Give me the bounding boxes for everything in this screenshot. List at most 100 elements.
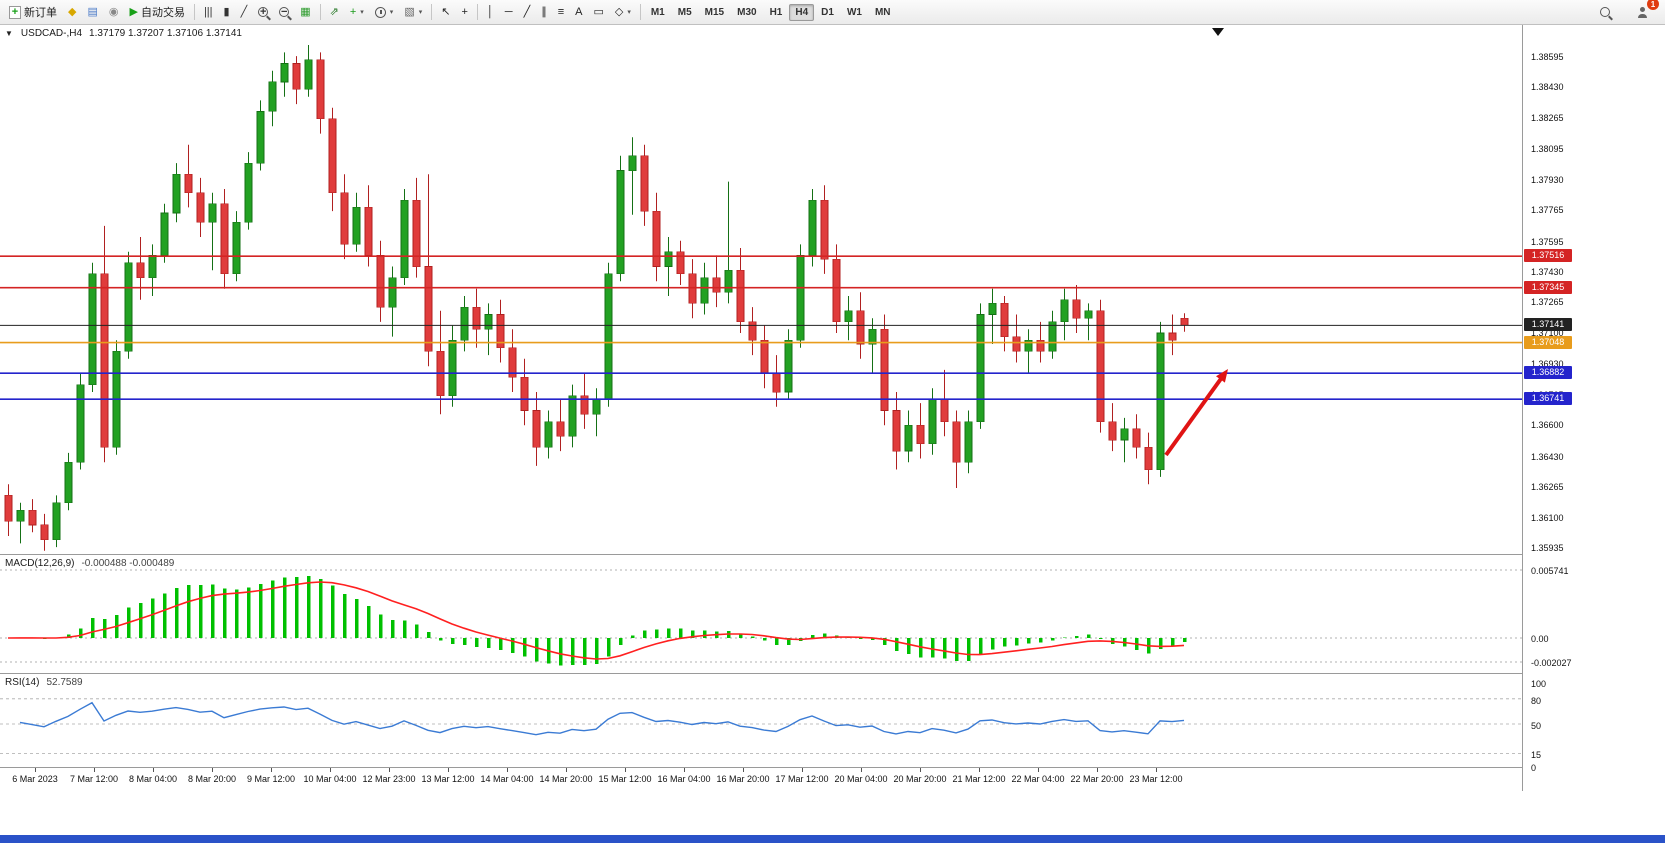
price-tick-label: 1.38595 [1531,52,1564,62]
price-tick-label: 1.38265 [1531,113,1564,123]
rsi-panel: RSI(14) 52.7589 [0,674,1522,768]
candle-down [916,424,925,445]
price-tick-label: 1.37595 [1531,237,1564,247]
add-indicator-button[interactable]: + ▾ [345,2,369,22]
chevron-down-icon[interactable]: ▾ [389,9,394,16]
account-button[interactable]: 1 [1632,0,1659,22]
candle-down [952,421,961,463]
trend-arrow-head[interactable] [1216,369,1228,383]
candle-down [424,266,433,352]
chart-window-button[interactable]: ▤ [82,2,102,22]
candle-down [364,207,373,256]
fibonacci-button[interactable]: ≡ [553,2,569,22]
crosshair-button[interactable]: + [456,2,472,22]
candle-up [568,395,577,437]
new-order-button-label: 新订单 [24,7,57,19]
bar-chart-icon: ||| [203,5,213,18]
timeframe-d1-button[interactable]: D1 [821,6,834,18]
timeframe-m15-button[interactable]: M15 [704,6,725,18]
timeframes-menu-button[interactable]: ▾ [370,2,399,22]
vertical-line-button[interactable]: │ [482,2,499,22]
rsi-header: RSI(14) 52.7589 [5,677,83,688]
toolbar-separator [431,4,433,20]
favorites-icon: ◆ [68,5,77,18]
candle-up [448,339,457,396]
timeframe-m1-button[interactable]: M1 [650,6,665,18]
cursor-button[interactable]: ↖ [436,2,455,22]
community-button[interactable]: ◉ [104,2,124,22]
algo-trading-button[interactable]: ▶ 自动交易 [124,2,189,22]
favorites-button[interactable]: ◆ [63,2,81,22]
candle-down [880,328,889,411]
search-button[interactable] [1595,2,1615,22]
candle-down [736,269,745,323]
channel-button[interactable]: ∥ [536,2,552,22]
candle-up [148,255,157,278]
chart-header: ▼ USDCAD-,H4 1.37179 1.37207 1.37106 1.3… [5,28,242,39]
timeframe-m5-button[interactable]: M5 [677,6,692,18]
candle-down [520,376,529,411]
rsi-value: 52.7589 [46,677,83,688]
price-tick-label: 1.37100 [1531,328,1564,338]
chevron-down-icon[interactable]: ▾ [360,9,364,16]
candle-up [124,262,133,352]
timeframe-w1-button[interactable]: W1 [846,6,862,18]
price-tick-label: 1.36265 [1531,482,1564,492]
bottom-accent-bar [0,835,1665,843]
candle-up [208,203,217,223]
time-tick [861,768,862,772]
chart-shift-marker[interactable] [1212,28,1224,36]
templates-button[interactable]: ▧ ▾ [399,2,427,22]
candle-up [1060,299,1069,323]
line-chart-button[interactable]: ╱ [236,2,253,22]
zoom-in-button[interactable]: + [253,2,273,22]
chart-ohlc-values: 1.37179 1.37207 1.37106 1.37141 [89,28,242,39]
time-label: 23 Mar 12:00 [1129,774,1183,784]
indicators-button[interactable]: ⇗ [325,2,344,22]
macd-chart-canvas[interactable] [0,555,1522,674]
price-axis[interactable]: 1.38595 1.38430 1.38265 1.38095 1.37930 1.377… [1523,25,1664,791]
trend-arrow-shaft[interactable] [1164,374,1225,457]
time-label: 13 Mar 12:00 [421,774,475,784]
support-line-2-badge: 1.36741 [1524,392,1572,405]
candle-up [388,277,397,308]
timeframe-m30-button[interactable]: M30 [737,6,757,18]
time-label: 9 Mar 12:00 [246,774,296,784]
shapes-button[interactable]: ◇ ▾ [610,2,636,22]
chevron-down-icon[interactable]: ▾ [418,9,423,16]
candle-up [256,111,265,164]
label-tool-button[interactable]: ▭ [588,2,608,22]
chevron-down-icon[interactable]: ▾ [627,9,631,16]
candle-down [772,373,781,393]
candle-down [1012,336,1021,352]
price-tick-label: 1.37765 [1531,205,1564,215]
timeframe-h1-button[interactable]: H1 [769,6,783,18]
pivot-line-badge: 1.37048 [1524,336,1572,349]
candle-down [640,155,649,212]
time-axis[interactable]: 6 Mar 2023 7 Mar 12:00 8 Mar 04:00 8 Mar 20… [0,768,1522,788]
bar-chart-button[interactable]: ||| [199,2,218,22]
trendline-button[interactable]: ╱ [519,2,536,22]
play-icon: ▶ [129,5,138,18]
toolbar-separator [639,4,641,20]
chart-plots: ▼ USDCAD-,H4 1.37179 1.37207 1.37106 1.3… [0,25,1523,791]
candle-down [1036,339,1045,352]
candle-chart-button[interactable]: ▮ [219,2,235,22]
text-tool-button[interactable]: A [570,2,587,22]
candle-down [760,339,769,374]
tile-windows-button[interactable]: ▦ [295,2,315,22]
new-order-button[interactable]: + 新订单 [4,2,62,22]
timeframe-mn-button[interactable]: MN [874,6,891,18]
candle-up [1156,332,1165,470]
rsi-chart-canvas[interactable] [0,674,1522,768]
price-chart-canvas[interactable] [0,25,1522,555]
resistance-line-1-badge: 1.37516 [1524,249,1572,262]
candle-up [1084,310,1093,319]
community-icon: ◉ [108,5,119,18]
candle-up [988,303,997,315]
timeframe-h4-button[interactable]: H4 [789,3,815,21]
candle-down [940,399,949,422]
horizontal-line-button[interactable]: ─ [500,2,518,22]
collapse-chart-button[interactable]: ▼ [5,29,13,38]
zoom-out-button[interactable]: − [274,2,294,22]
